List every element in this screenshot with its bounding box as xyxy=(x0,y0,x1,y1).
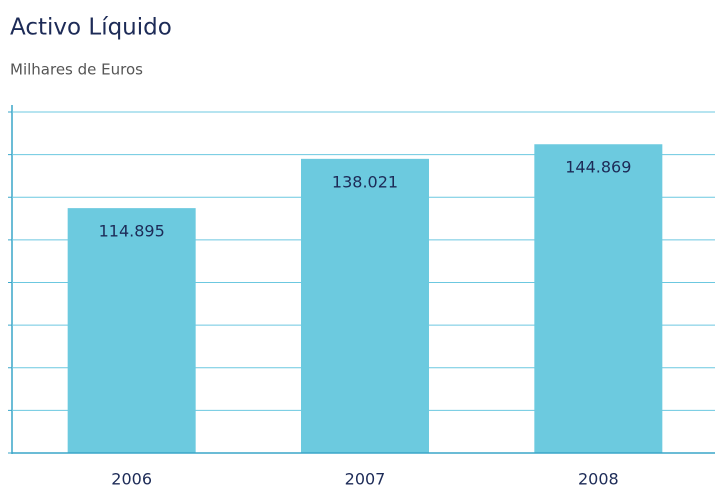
bar xyxy=(67,208,196,453)
x-tick-label: 2007 xyxy=(345,470,386,489)
bar xyxy=(301,158,429,453)
value-label: 138.021 xyxy=(332,172,398,191)
x-tick-label: 2006 xyxy=(111,470,152,489)
value-label: 114.895 xyxy=(99,222,165,241)
value-label: 144.869 xyxy=(565,158,631,177)
chart-title: Activo Líquido xyxy=(10,15,172,41)
chart-subtitle: Milhares de Euros xyxy=(10,61,143,79)
bar xyxy=(534,144,663,454)
x-tick-label: 2008 xyxy=(578,470,619,489)
